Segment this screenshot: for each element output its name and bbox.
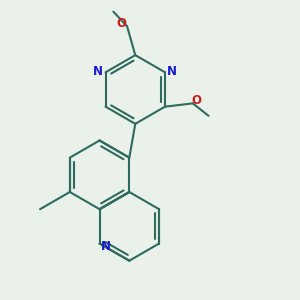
Text: N: N [167,65,177,78]
Text: O: O [192,94,202,107]
Text: N: N [93,65,103,78]
Text: O: O [116,16,126,30]
Text: N: N [100,240,110,253]
